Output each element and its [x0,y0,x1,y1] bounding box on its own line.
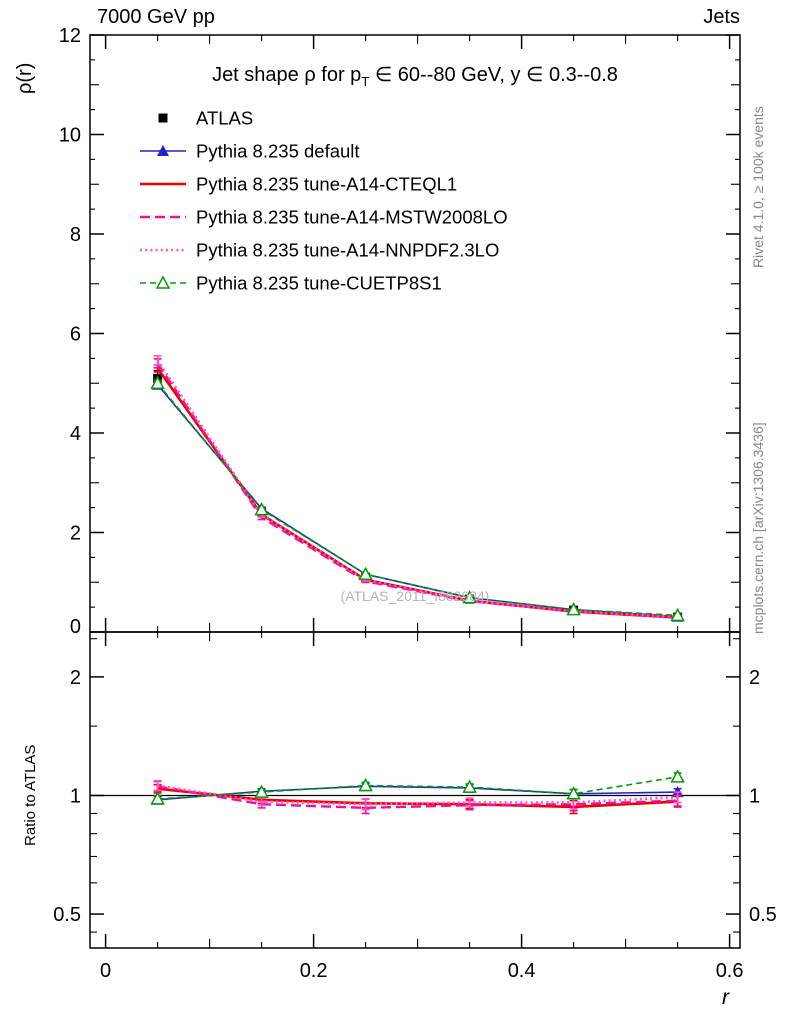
svg-text:0.5: 0.5 [749,904,777,926]
svg-text:4: 4 [70,423,81,445]
ratio-series [150,769,685,815]
svg-text:2: 2 [749,667,760,689]
x-axis-label: r [722,986,729,1009]
svg-text:6: 6 [70,324,81,346]
main-y-ticks: 0 2 4 6 8 10 12 [59,25,740,638]
y-axis-label-ratio: Ratio to ATLAS [22,744,39,846]
legend-label: ATLAS [196,108,253,129]
svg-text:8: 8 [70,224,81,246]
side-text-mcplots: mcplots.cern.ch [arXiv:1306.3436] [750,422,766,634]
chart-title-post: ∈ 60--80 GeV, y ∈ 0.3--0.8 [369,64,618,86]
side-text-rivet: Rivet 4.1.0, ≥ 100k events [750,106,766,268]
svg-text:2: 2 [70,523,81,545]
header-analysis: Jets [703,6,740,28]
svg-text:12: 12 [59,25,81,47]
svg-text:0.5: 0.5 [53,904,81,926]
svg-text:10: 10 [59,125,81,147]
svg-text:0: 0 [100,960,111,982]
header-beam: 7000 GeV pp [97,6,215,28]
ratio-y-ticks: 0.5 0.5 1 1 2 2 [53,638,777,933]
svg-text:2: 2 [70,667,81,689]
svg-text:0.4: 0.4 [508,960,536,982]
legend: ATLAS Pythia 8.235 default Pythia 8.235 tu… [140,108,508,294]
chart-title-sub: T [361,74,370,89]
svg-text:0.2: 0.2 [300,960,328,982]
svg-text:0: 0 [70,616,81,638]
svg-text:1: 1 [70,785,81,807]
legend-label: Pythia 8.235 default [196,141,360,162]
svg-text:0.6: 0.6 [716,960,744,982]
legend-label: Pythia 8.235 tune-A14-MSTW2008LO [196,207,508,228]
chart-title: Jet shape ρ for pT ∈ 60--80 GeV, y ∈ 0.3… [90,62,740,89]
panel-frames [89,34,741,949]
y-axis-label-main: ρ(r) [14,62,36,94]
main-series [150,355,685,622]
legend-label: Pythia 8.235 tune-A14-NNPDF2.3LO [196,240,499,261]
svg-text:1: 1 [749,785,760,807]
chart-title-pre: Jet shape ρ for p [212,64,362,86]
x-axis-ticks: 0 0.2 0.4 0.6 [100,35,744,982]
legend-label: Pythia 8.235 tune-CUETP8S1 [196,273,442,294]
legend-label: Pythia 8.235 tune-A14-CTEQL1 [196,174,457,195]
watermark-analysis-id: (ATLAS_2011_I882984) [340,588,490,604]
